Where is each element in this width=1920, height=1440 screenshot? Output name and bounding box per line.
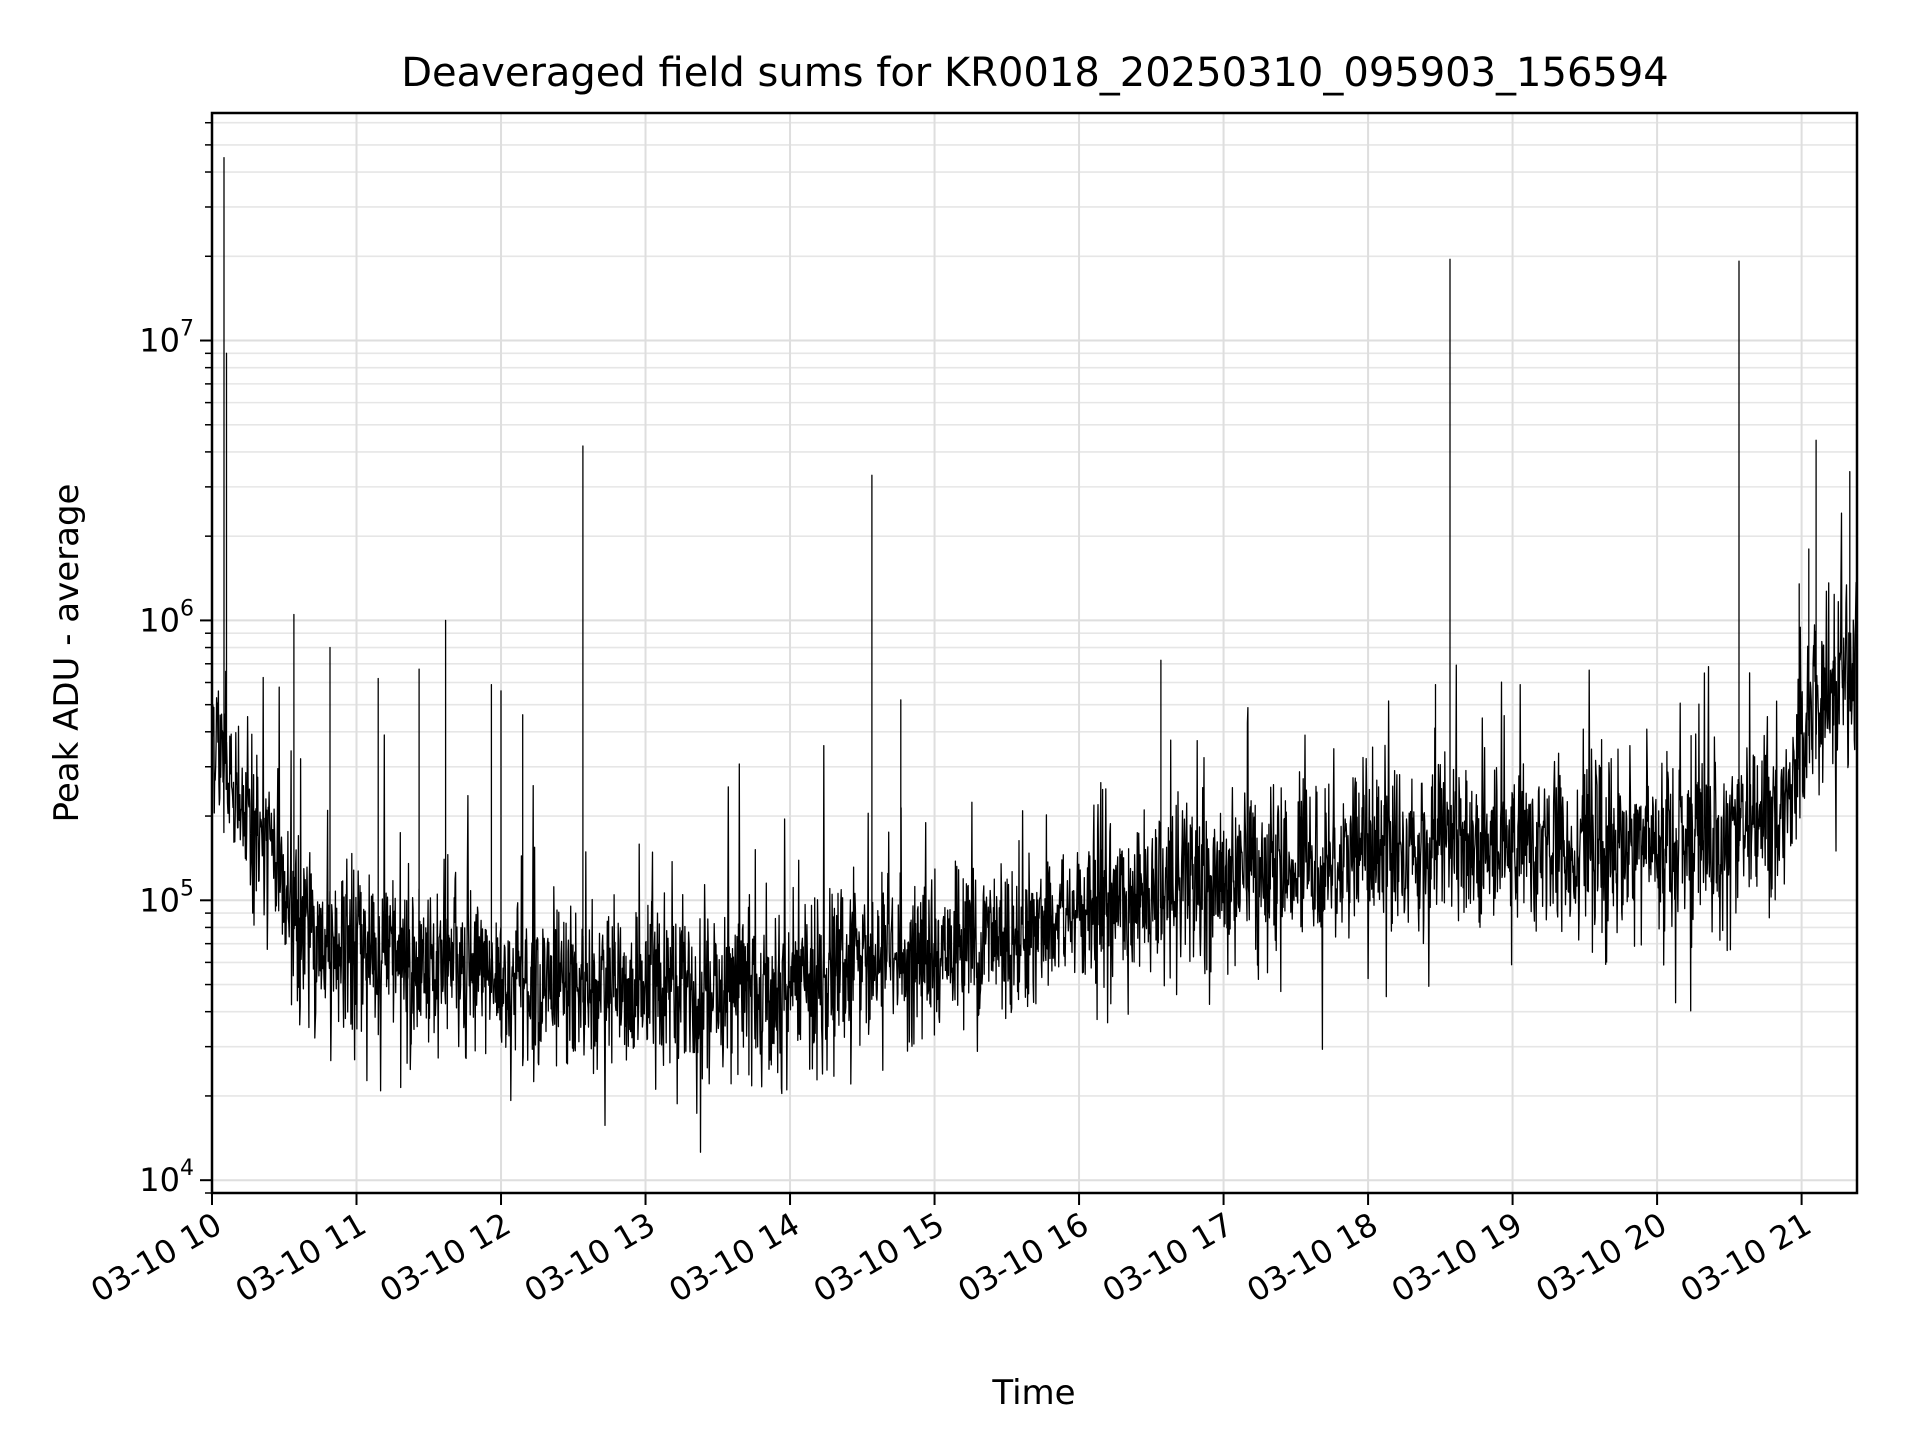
y-tick-label: 105 (139, 876, 194, 919)
x-axis-label: Time (991, 1373, 1075, 1413)
y-axis: 104 105 106 107 (139, 121, 212, 1199)
y-tick-label: 104 (139, 1156, 194, 1199)
plot-frame (210, 111, 1859, 1195)
y-axis-label: Peak ADU - average (47, 484, 87, 823)
y-tick-label: 107 (139, 317, 194, 360)
chart-title: Deaveraged field sums for KR0018_2025031… (401, 50, 1669, 96)
series-line (211, 157, 1858, 1153)
y-tick-label: 106 (139, 596, 194, 639)
series-line-group (211, 157, 1858, 1153)
